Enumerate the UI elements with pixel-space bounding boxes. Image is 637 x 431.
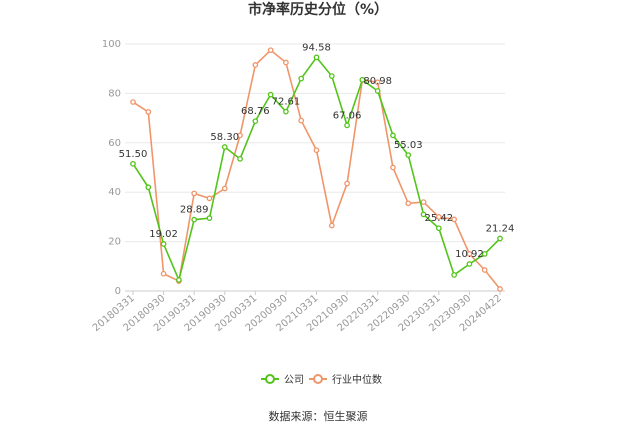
y-tick-label: 0 bbox=[115, 286, 121, 297]
data-point[interactable] bbox=[130, 99, 136, 105]
data-point[interactable] bbox=[283, 108, 289, 115]
data-point[interactable] bbox=[191, 190, 198, 197]
data-label: 72.61 bbox=[272, 97, 301, 108]
chart-title: 市净率历史分位（%） bbox=[248, 1, 388, 18]
data-point[interactable] bbox=[237, 156, 243, 162]
data-point[interactable] bbox=[420, 199, 427, 205]
legend-marker-company bbox=[265, 374, 275, 384]
data-point[interactable] bbox=[267, 47, 274, 54]
x-axis: 2018033120180930201903312019093020200331… bbox=[91, 291, 504, 334]
data-point[interactable] bbox=[221, 144, 228, 150]
data-point[interactable] bbox=[328, 73, 335, 79]
data-point[interactable] bbox=[237, 132, 243, 139]
data-point[interactable] bbox=[344, 122, 350, 129]
data-point[interactable] bbox=[298, 117, 305, 124]
data-label: 28.89 bbox=[180, 205, 209, 216]
data-point[interactable] bbox=[221, 185, 228, 192]
data-point[interactable] bbox=[252, 118, 259, 125]
data-point[interactable] bbox=[160, 270, 167, 277]
data-point[interactable] bbox=[466, 261, 473, 267]
data-label: 21.24 bbox=[486, 224, 515, 235]
data-point[interactable] bbox=[328, 222, 335, 229]
series-0 bbox=[130, 54, 503, 283]
data-point[interactable] bbox=[481, 267, 488, 273]
data-label: 68.76 bbox=[241, 106, 270, 117]
data-point[interactable] bbox=[191, 216, 198, 223]
data-point[interactable] bbox=[267, 91, 274, 98]
data-point[interactable] bbox=[313, 147, 320, 154]
data-label: 51.50 bbox=[119, 149, 148, 160]
data-label: 55.03 bbox=[394, 140, 423, 151]
series-line bbox=[132, 49, 501, 290]
legend: 公司 行业中位数 bbox=[261, 373, 382, 386]
data-point[interactable] bbox=[344, 180, 350, 187]
legend-item-industry-median[interactable]: 行业中位数 bbox=[309, 373, 382, 386]
data-point[interactable] bbox=[145, 184, 152, 191]
legend-item-company[interactable]: 公司 bbox=[261, 374, 304, 386]
legend-marker-industry-median bbox=[313, 374, 323, 384]
series-lines bbox=[130, 47, 503, 292]
data-point[interactable] bbox=[466, 251, 473, 257]
data-point[interactable] bbox=[145, 109, 152, 115]
data-point[interactable] bbox=[283, 59, 289, 66]
y-tick-label: 60 bbox=[108, 138, 121, 149]
data-point[interactable] bbox=[481, 251, 488, 257]
data-point[interactable] bbox=[497, 235, 503, 242]
data-point[interactable] bbox=[451, 272, 457, 278]
data-point[interactable] bbox=[160, 241, 167, 247]
data-point[interactable] bbox=[451, 216, 457, 223]
data-point[interactable] bbox=[298, 75, 305, 82]
data-point[interactable] bbox=[206, 195, 213, 202]
data-label: 67.06 bbox=[333, 110, 362, 121]
data-point[interactable] bbox=[390, 132, 396, 139]
data-point[interactable] bbox=[359, 76, 366, 83]
data-label: 94.58 bbox=[302, 42, 331, 53]
series-line bbox=[132, 56, 501, 283]
data-point[interactable] bbox=[176, 277, 182, 283]
data-point[interactable] bbox=[435, 225, 442, 232]
data-label: 80.98 bbox=[363, 76, 392, 87]
data-point[interactable] bbox=[405, 152, 412, 158]
data-point[interactable] bbox=[374, 79, 381, 86]
series-1 bbox=[130, 47, 503, 292]
data-label: 10.92 bbox=[455, 249, 484, 260]
data-point[interactable] bbox=[252, 62, 259, 68]
y-tick-label: 40 bbox=[108, 187, 121, 198]
data-point[interactable] bbox=[390, 164, 396, 171]
data-label: 25.42 bbox=[425, 213, 454, 224]
legend-label-industry-median: 行业中位数 bbox=[332, 373, 382, 386]
data-point[interactable] bbox=[420, 211, 427, 218]
data-point[interactable] bbox=[206, 215, 213, 221]
data-point[interactable] bbox=[130, 160, 136, 167]
data-point[interactable] bbox=[374, 88, 381, 94]
data-point[interactable] bbox=[497, 286, 503, 292]
data-point[interactable] bbox=[435, 214, 442, 220]
data-label: 19.02 bbox=[149, 229, 178, 240]
data-label: 58.30 bbox=[210, 132, 239, 143]
source-note: 数据来源：恒生聚源 bbox=[269, 409, 368, 423]
y-tick-label: 100 bbox=[102, 39, 121, 50]
y-axis: 0 20 40 60 80 100 bbox=[102, 39, 121, 297]
legend-label-company: 公司 bbox=[284, 375, 304, 386]
y-tick-label: 20 bbox=[108, 237, 121, 248]
y-tick-label: 80 bbox=[108, 88, 121, 99]
data-point[interactable] bbox=[405, 200, 412, 207]
data-point[interactable] bbox=[313, 54, 320, 61]
